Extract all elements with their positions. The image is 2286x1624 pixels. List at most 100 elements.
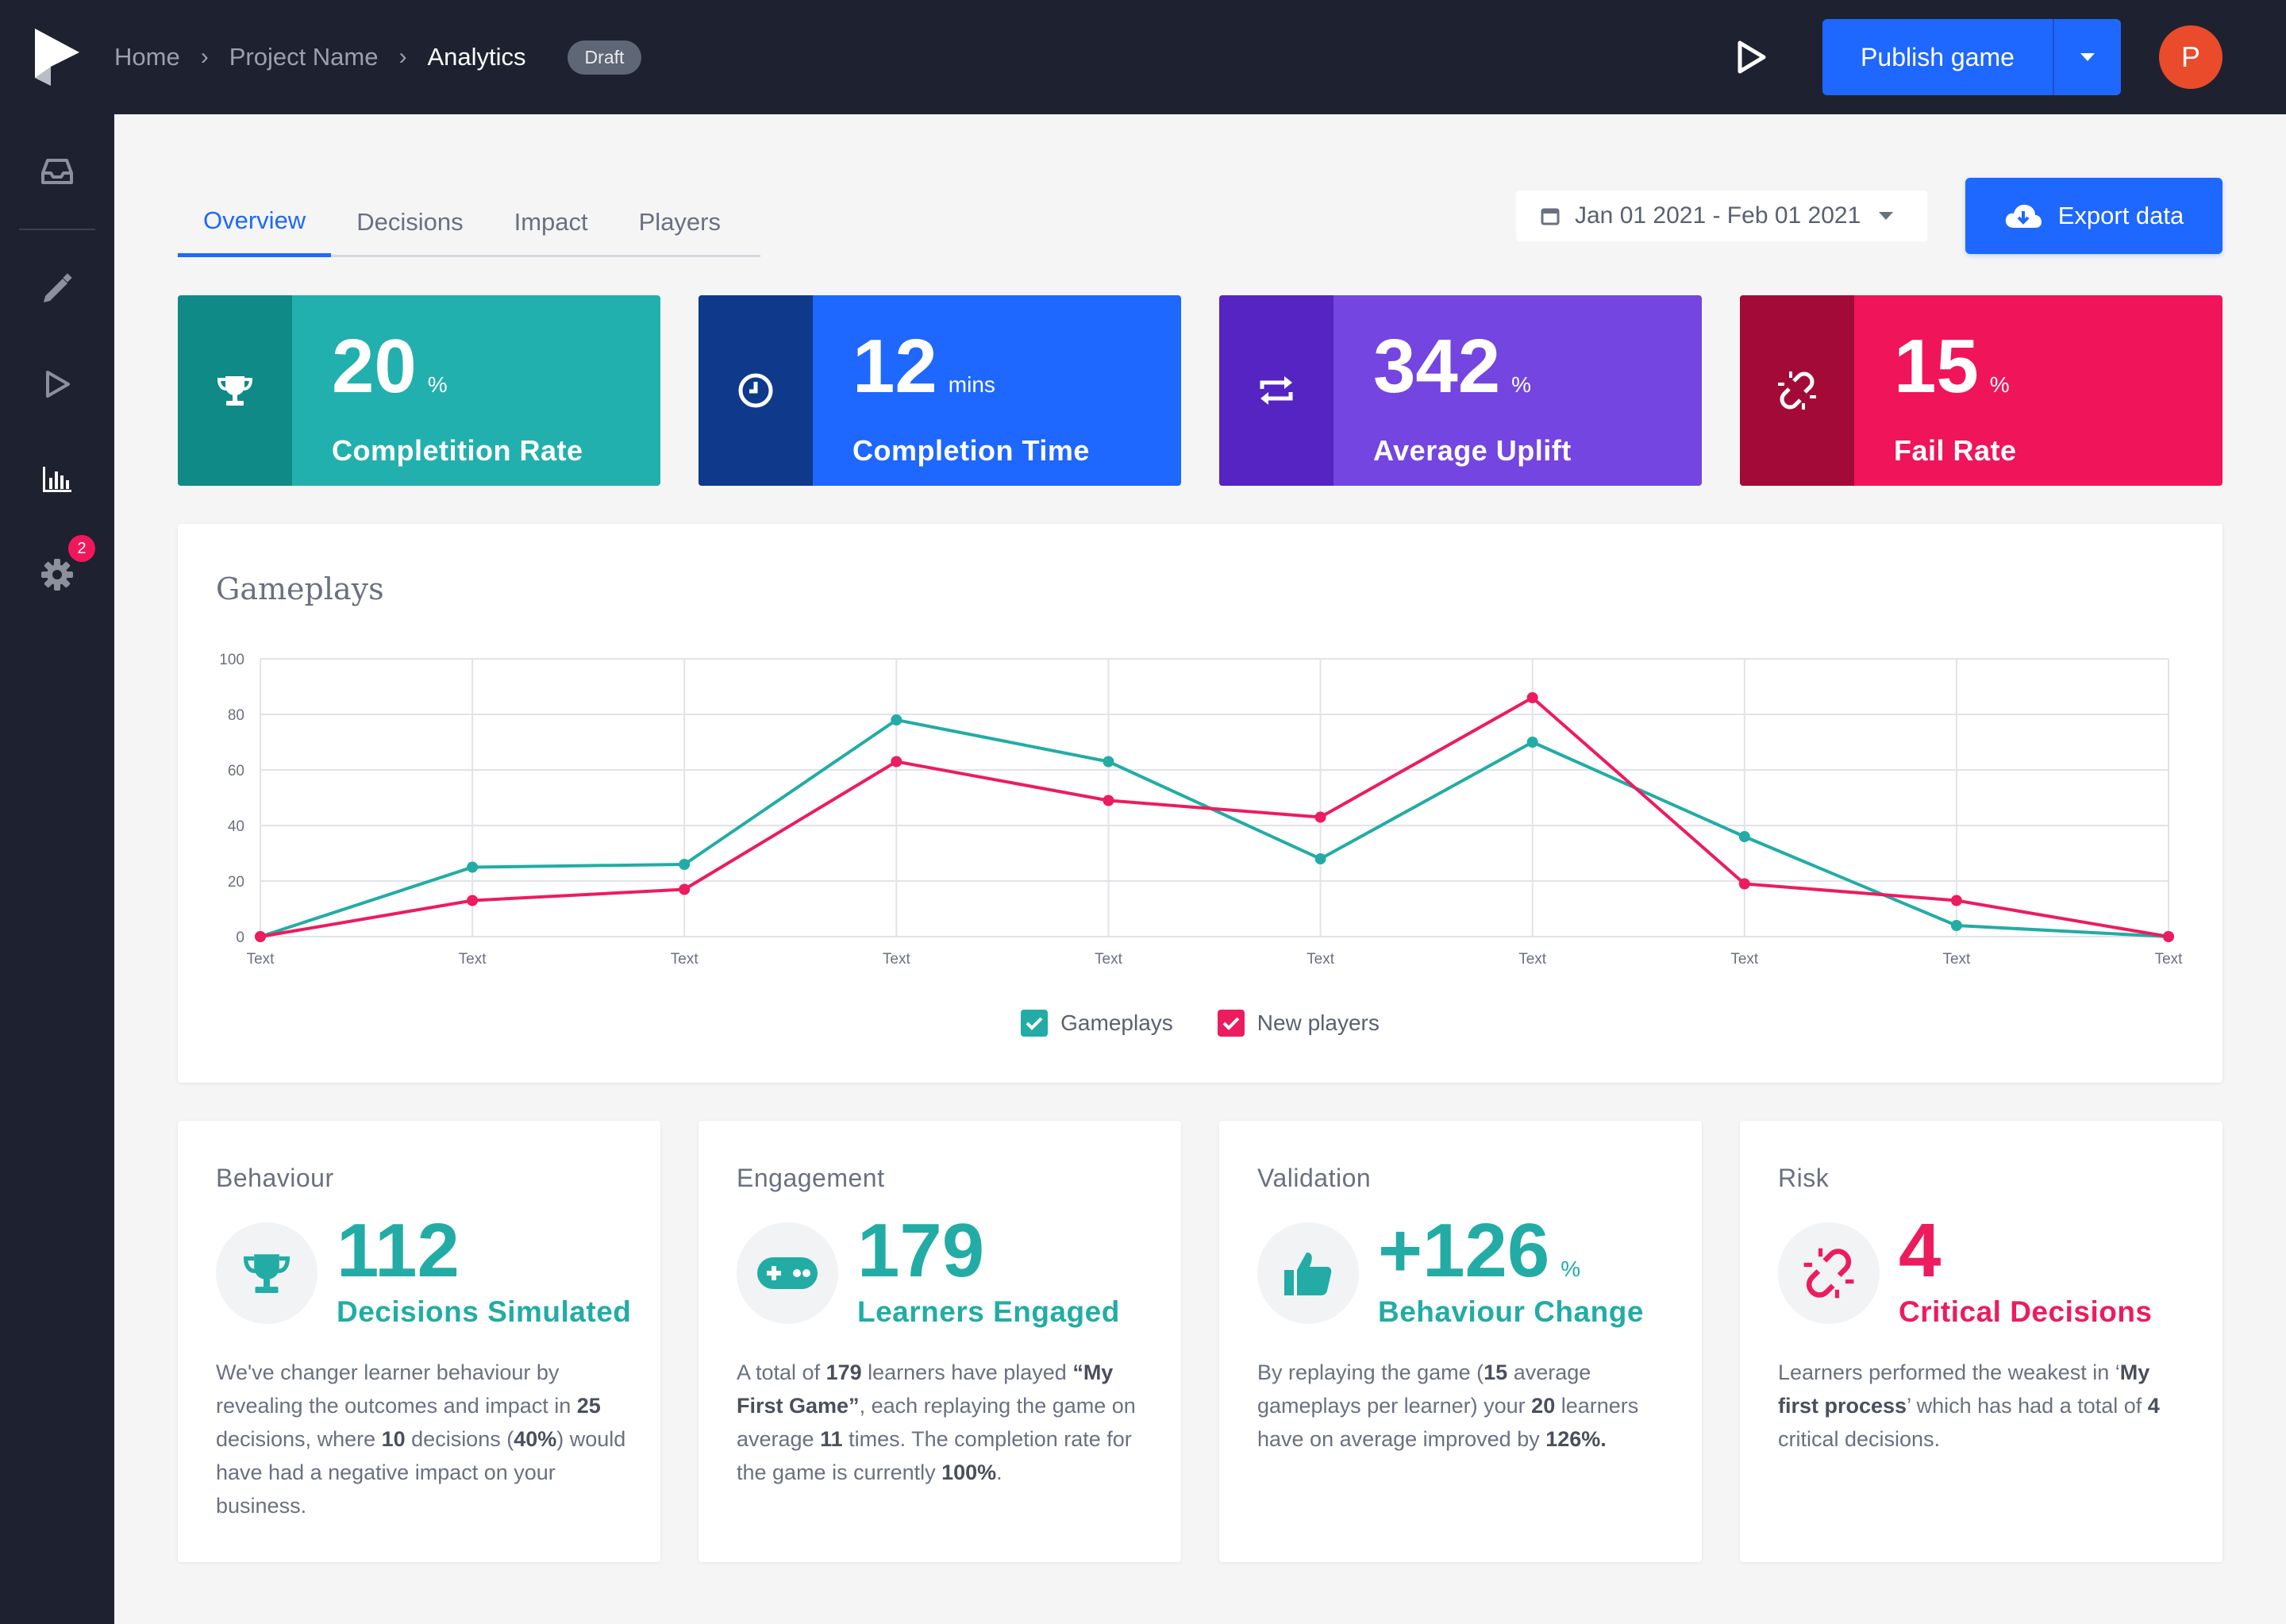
play-icon[interactable] — [35, 362, 79, 406]
desc-text: critical decisions. — [1778, 1427, 1941, 1451]
y-tick-label: 0 — [236, 929, 244, 946]
trophy-icon — [243, 1254, 291, 1294]
publish-dropdown-button[interactable] — [2053, 19, 2121, 95]
x-tick-label: Text — [1307, 951, 1335, 968]
desc-text: A total of — [737, 1360, 826, 1384]
card-subtitle: Critical Decisions — [1899, 1295, 2153, 1328]
data-point — [1950, 920, 1962, 931]
chevron-right-icon: › — [398, 44, 407, 70]
analytics-icon[interactable] — [35, 457, 79, 502]
desc-text: ’ which has had a total of — [1907, 1394, 2148, 1418]
desc-highlight: 40% — [514, 1427, 557, 1451]
legend-item-new-players[interactable]: New players — [1217, 1010, 1380, 1037]
desc-highlight: 25 — [576, 1394, 601, 1418]
preview-play-icon[interactable] — [1730, 37, 1772, 78]
desc-text: average gameplays per learner) your — [1257, 1360, 1591, 1418]
desc-text: By replaying the game ( — [1257, 1360, 1484, 1384]
status-badge: Draft — [567, 40, 642, 75]
behaviour-card: Behaviour 112 Decisions Simulated We've … — [178, 1121, 660, 1562]
publish-button[interactable]: Publish game — [1861, 42, 2015, 71]
card-icon-circle — [737, 1222, 838, 1324]
data-point — [891, 714, 902, 725]
checkbox-icon[interactable] — [1021, 1010, 1049, 1037]
card-title: Risk — [1778, 1164, 1830, 1192]
card-value: +126% — [1378, 1213, 1580, 1307]
x-tick-label: Text — [2155, 951, 2184, 968]
legend-item-gameplays[interactable]: Gameplays — [1021, 1010, 1173, 1037]
data-point — [1314, 853, 1326, 864]
tab-impact[interactable]: Impact — [514, 208, 588, 236]
avatar[interactable]: P — [2159, 25, 2222, 89]
chevron-right-icon: › — [200, 44, 209, 70]
inbox-icon[interactable] — [35, 149, 79, 194]
desc-highlight: 10 — [381, 1427, 406, 1451]
sidebar: 2 — [0, 114, 114, 1624]
tab-bar: Overview Decisions Impact Players — [178, 187, 760, 257]
desc-text: times. The completion rate for the game … — [737, 1427, 1132, 1484]
breadcrumb-project[interactable]: Project Name — [229, 43, 379, 71]
data-point — [1103, 756, 1114, 768]
stat-label: Completion Time — [852, 434, 1090, 467]
card-value: 179 — [857, 1213, 995, 1307]
publish-button-group: Publish game — [1822, 19, 2121, 95]
engagement-card: Engagement 179 Learners Engaged A total … — [698, 1121, 1181, 1562]
checkbox-icon[interactable] — [1217, 1010, 1245, 1037]
data-point — [2163, 931, 2174, 942]
stat-value: 12 — [852, 324, 937, 409]
top-bar: Home › Project Name › Analytics Draft Pu… — [0, 0, 2286, 114]
broken-link-icon — [1803, 1248, 1854, 1299]
legend-label: New players — [1257, 1010, 1380, 1035]
gameplays-line-chart: 0 20 40 60 80 100 Text Text Text Text Text Text Text… — [219, 652, 2184, 968]
stat-label: Completition Rate — [332, 434, 583, 467]
risk-card: Risk 4 Critical Decisions Learners perfo… — [1740, 1121, 2222, 1562]
desc-highlight: My first process — [1778, 1360, 2150, 1418]
desc-text: , each replaying the game on average — [737, 1394, 1136, 1451]
x-tick-label: Text — [1730, 951, 1759, 968]
y-tick-label: 20 — [228, 874, 244, 891]
desc-highlight: 4 — [2147, 1394, 2160, 1418]
breadcrumb-home[interactable]: Home — [114, 43, 180, 71]
series-line-new-players — [260, 696, 2169, 938]
card-icon-circle — [1257, 1222, 1359, 1324]
broken-link-icon — [1778, 371, 1816, 410]
edit-icon[interactable] — [35, 267, 79, 311]
card-description: Learners performed the weakest in ‘My fi… — [1778, 1356, 2191, 1456]
logo-icon[interactable] — [35, 29, 79, 86]
validation-card: Validation +126% Behaviour Change By rep… — [1219, 1121, 1702, 1562]
card-icon-circle — [1778, 1222, 1880, 1324]
trophy-icon — [217, 376, 253, 406]
tab-players[interactable]: Players — [638, 208, 721, 236]
settings-icon[interactable] — [35, 552, 79, 597]
card-number: 179 — [857, 1208, 985, 1293]
data-point — [467, 895, 479, 906]
data-point — [1526, 737, 1538, 748]
data-point — [467, 861, 479, 873]
desc-highlight: “My First Game” — [737, 1360, 1114, 1418]
desc-text: Learners performed the weakest in ‘ — [1778, 1360, 2120, 1384]
card-unit: % — [1561, 1256, 1581, 1281]
data-point — [891, 756, 902, 768]
clock-icon — [738, 373, 773, 408]
calendar-icon — [1541, 208, 1560, 225]
gamepad-icon — [757, 1257, 818, 1289]
stat-value: 342 — [1373, 324, 1501, 409]
stat-icon-panel — [1219, 295, 1334, 486]
tab-decisions[interactable]: Decisions — [356, 208, 464, 236]
export-data-button[interactable]: Export data — [1965, 178, 2222, 254]
desc-text: decisions ( — [405, 1427, 514, 1451]
y-tick-label: 40 — [228, 818, 244, 835]
desc-highlight: 179 — [826, 1360, 862, 1384]
export-data-label: Export data — [2057, 202, 2184, 229]
stat-unit: % — [1989, 372, 2010, 397]
cloud-download-icon — [2005, 204, 2042, 228]
notification-badge: 2 — [68, 535, 95, 562]
legend-label: Gameplays — [1060, 1010, 1173, 1035]
date-range-picker[interactable]: Jan 01 2021 - Feb 01 2021 — [1516, 190, 1927, 241]
y-tick-label: 60 — [228, 763, 244, 779]
tab-overview[interactable]: Overview — [178, 187, 332, 257]
x-tick-label: Text — [459, 951, 487, 968]
sidebar-divider — [19, 229, 95, 230]
x-tick-label: Text — [247, 951, 275, 968]
x-tick-label: Text — [883, 951, 911, 968]
card-number: 4 — [1899, 1208, 1942, 1293]
